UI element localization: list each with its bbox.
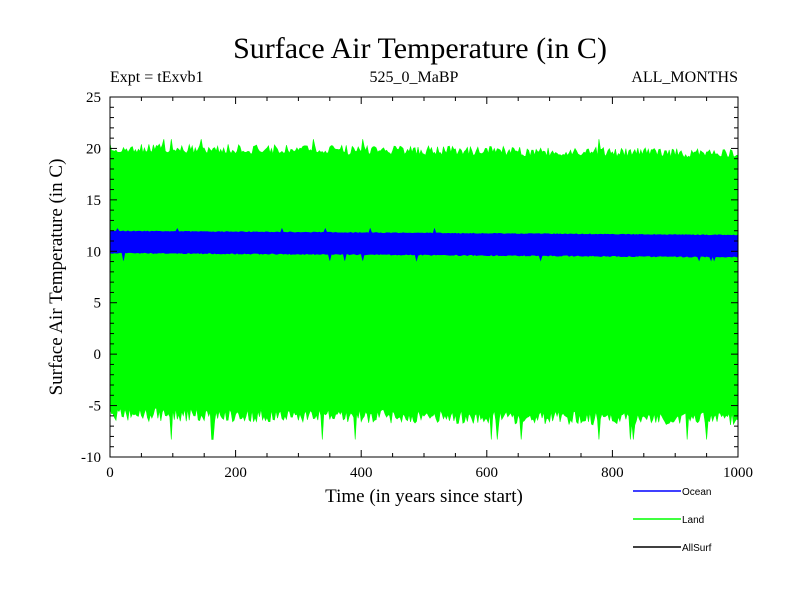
x-tick-label: 1000 — [723, 465, 753, 481]
y-tick-label: 0 — [94, 347, 102, 363]
tick-layer: 0 200 400 600 800 1000 -10 -5 0 5 10 15 20 25 — [81, 90, 753, 481]
legend: Ocean Land AllSurf — [633, 487, 712, 554]
y-tick-label: 25 — [86, 90, 101, 106]
y-tick-label: -10 — [81, 450, 101, 466]
legend-label-land: Land — [682, 515, 704, 526]
y-tick-label: 5 — [94, 296, 102, 312]
experiment-label: Expt = tExvb1 — [110, 69, 203, 86]
x-tick-label: 200 — [224, 465, 247, 481]
period-label: 525_0_MaBP — [370, 69, 459, 86]
series-layer — [109, 139, 739, 440]
legend-label-ocean: Ocean — [682, 487, 711, 498]
x-tick-label: 400 — [350, 465, 373, 481]
x-tick-label: 600 — [476, 465, 499, 481]
y-tick-label: 10 — [86, 244, 101, 260]
x-tick-label: 800 — [601, 465, 624, 481]
y-tick-label: 15 — [86, 193, 101, 209]
chart-title: Surface Air Temperature (in C) — [233, 32, 607, 65]
x-axis-label: Time (in years since start) — [325, 486, 523, 507]
y-tick-label: -5 — [89, 399, 102, 415]
series-land-band — [109, 139, 739, 440]
months-label: ALL_MONTHS — [631, 69, 738, 86]
y-axis-label: Surface Air Temperature (in C) — [46, 159, 67, 396]
legend-label-allsurf: AllSurf — [682, 543, 712, 554]
x-tick-label: 0 — [106, 465, 114, 481]
y-tick-label: 20 — [86, 141, 101, 157]
